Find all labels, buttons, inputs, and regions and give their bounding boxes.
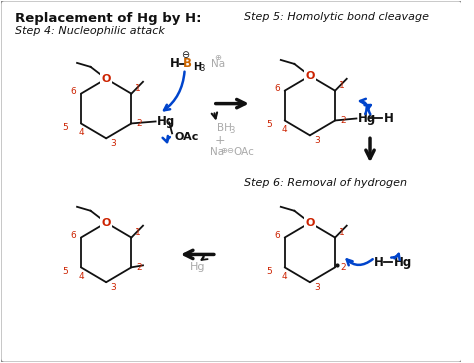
Text: Na: Na [210, 59, 225, 69]
Text: 1: 1 [135, 228, 141, 237]
Text: 4: 4 [78, 128, 84, 137]
Text: 1: 1 [339, 81, 345, 90]
Text: 6: 6 [274, 231, 280, 240]
Text: 4: 4 [282, 125, 288, 134]
Text: B: B [183, 57, 192, 70]
Text: +: + [214, 134, 225, 147]
Text: 3: 3 [229, 126, 235, 135]
Text: OAc: OAc [174, 132, 199, 142]
Text: 4: 4 [282, 272, 288, 281]
Text: 2: 2 [137, 119, 142, 128]
Text: O: O [305, 71, 315, 81]
Text: ⊖: ⊖ [181, 50, 189, 60]
Text: 3: 3 [314, 136, 319, 145]
Text: Step 5: Homolytic bond cleavage: Step 5: Homolytic bond cleavage [244, 12, 429, 22]
Text: H: H [374, 256, 383, 269]
Text: 3: 3 [110, 283, 116, 292]
Text: 2: 2 [340, 263, 346, 272]
Text: Step 6: Removal of hydrogen: Step 6: Removal of hydrogen [244, 178, 407, 188]
Text: 6: 6 [70, 231, 76, 240]
Text: Step 4: Nucleophilic attack: Step 4: Nucleophilic attack [15, 26, 165, 36]
Text: OAc: OAc [233, 147, 254, 157]
Text: Hg: Hg [394, 256, 412, 269]
Text: 5: 5 [266, 120, 272, 129]
Text: O: O [101, 218, 111, 228]
Text: 2: 2 [340, 116, 346, 125]
Text: 5: 5 [63, 267, 68, 276]
Text: 3: 3 [199, 64, 205, 73]
Text: 6: 6 [274, 84, 280, 93]
Text: ⊕: ⊕ [220, 146, 227, 155]
Text: ⊖: ⊖ [226, 146, 233, 155]
Text: 3: 3 [314, 283, 319, 292]
Text: 6: 6 [70, 87, 76, 96]
Text: BH: BH [217, 123, 232, 134]
Text: H: H [170, 57, 180, 70]
Text: 3: 3 [110, 139, 116, 148]
Text: ⊕: ⊕ [214, 53, 221, 62]
Text: Hg: Hg [156, 115, 175, 128]
Text: Replacement of Hg by H:: Replacement of Hg by H: [15, 12, 201, 25]
Text: 5: 5 [266, 267, 272, 276]
FancyBboxPatch shape [0, 0, 462, 363]
Text: Hg: Hg [190, 262, 205, 272]
Text: 4: 4 [78, 272, 84, 281]
Text: Hg: Hg [357, 112, 375, 125]
Text: H: H [383, 112, 393, 125]
Text: H: H [193, 62, 201, 72]
Text: O: O [305, 218, 315, 228]
Text: 5: 5 [63, 123, 68, 132]
Text: 1: 1 [135, 84, 141, 93]
Text: Na: Na [210, 147, 224, 157]
Text: 2: 2 [137, 263, 142, 272]
Text: O: O [101, 74, 111, 84]
Text: 1: 1 [339, 228, 345, 237]
